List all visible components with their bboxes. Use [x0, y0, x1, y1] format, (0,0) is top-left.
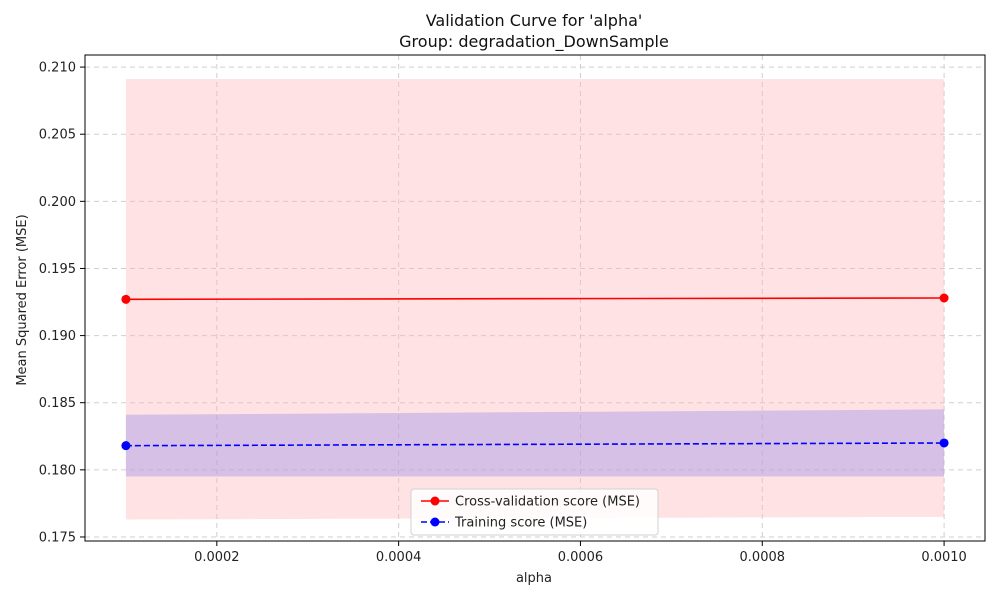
- y-tick-label: 0.190: [39, 329, 76, 344]
- y-axis-label: Mean Squared Error (MSE): [15, 214, 30, 385]
- legend-box: [410, 488, 659, 536]
- y-tick-label: 0.210: [39, 61, 76, 76]
- line-series-1: [125, 442, 945, 447]
- legend-label-1: Training score (MSE): [454, 516, 587, 531]
- point-series-0: [121, 294, 131, 304]
- x-tick-label: 0.0004: [376, 550, 422, 565]
- chart-title: Validation Curve for 'alpha': [426, 11, 643, 30]
- y-tick-label: 0.175: [39, 530, 76, 545]
- x-tick-label: 0.0002: [194, 550, 240, 565]
- y-axis-ticks: 0.175 0.180 0.185 0.190 0.195 0.200 0.205 0.210: [39, 61, 85, 545]
- legend-marker-0: [430, 496, 440, 506]
- y-tick-label: 0.195: [39, 262, 76, 277]
- series-points: [121, 293, 949, 451]
- y-tick-label: 0.200: [39, 195, 76, 210]
- x-axis-label: alpha: [516, 571, 552, 586]
- x-axis-ticks: 0.0002 0.0004 0.0006 0.0008 0.0010: [194, 541, 967, 565]
- x-tick-label: 0.0008: [740, 550, 786, 565]
- series-lines: [125, 297, 945, 447]
- plot-frame: [84, 54, 986, 542]
- x-tick-label: 0.0006: [558, 550, 604, 565]
- y-tick-label: 0.185: [39, 396, 76, 411]
- band-series-1: [125, 409, 945, 477]
- legend-label-0: Cross-validation score (MSE): [455, 495, 640, 510]
- point-series-1: [939, 438, 949, 448]
- point-series-0: [939, 293, 949, 303]
- y-tick-label: 0.205: [39, 128, 76, 143]
- line-series-0: [125, 297, 945, 301]
- legend-marker-1: [430, 517, 440, 527]
- chart-subtitle: Group: degradation_DownSample: [399, 32, 669, 52]
- point-series-1: [121, 441, 131, 451]
- x-tick-label: 0.0010: [921, 550, 967, 565]
- y-tick-label: 0.180: [39, 463, 76, 478]
- legend: Cross-validation score (MSE) Training sco…: [410, 488, 659, 536]
